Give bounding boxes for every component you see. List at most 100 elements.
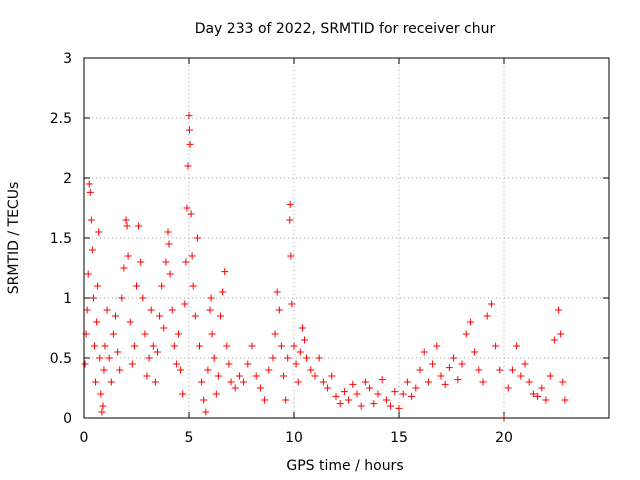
data-point	[214, 372, 222, 380]
data-point	[328, 372, 336, 380]
data-point	[357, 402, 365, 410]
data-point	[296, 348, 304, 356]
data-point	[387, 402, 395, 410]
data-point	[109, 330, 117, 338]
data-point	[508, 366, 516, 374]
data-point	[87, 216, 95, 224]
data-point	[126, 318, 134, 326]
data-point	[496, 366, 504, 374]
data-point	[441, 380, 449, 388]
data-point	[445, 364, 453, 372]
data-point	[185, 112, 193, 120]
data-point	[382, 396, 390, 404]
data-point	[158, 282, 166, 290]
data-point	[85, 180, 93, 188]
y-axis-label: SRMTID / TECUs	[6, 182, 22, 295]
data-point	[403, 378, 411, 386]
data-point	[154, 348, 161, 356]
data-point	[231, 384, 239, 392]
data-point	[143, 372, 151, 380]
data-point	[123, 222, 131, 230]
data-point	[122, 216, 130, 224]
y-tick-label: 0	[63, 411, 72, 427]
data-point	[81, 360, 89, 368]
data-point	[437, 372, 445, 380]
data-point	[513, 342, 521, 350]
data-point	[240, 378, 248, 386]
data-point	[550, 336, 558, 344]
data-point	[287, 252, 295, 260]
data-point	[184, 162, 192, 170]
data-point	[542, 396, 550, 404]
data-point	[112, 312, 119, 320]
data-point	[349, 380, 357, 388]
data-point	[475, 366, 483, 374]
data-point	[97, 390, 105, 398]
x-tick-label: 15	[390, 430, 408, 446]
data-point	[307, 366, 315, 374]
data-point	[429, 360, 437, 368]
data-point	[345, 396, 353, 404]
data-point	[193, 234, 201, 242]
data-point	[83, 306, 91, 314]
data-point	[303, 354, 311, 362]
data-point	[235, 372, 243, 380]
axis-ticks	[83, 57, 609, 419]
data-point	[200, 396, 208, 404]
y-tick-label: 1.5	[50, 231, 72, 247]
data-point	[107, 378, 115, 386]
data-point	[223, 342, 231, 350]
data-point	[212, 390, 220, 398]
data-point	[462, 330, 470, 338]
data-point	[292, 360, 300, 368]
data-point	[284, 354, 292, 362]
data-point	[118, 294, 126, 302]
data-point	[116, 366, 124, 374]
data-point	[454, 376, 462, 384]
data-point	[311, 372, 319, 380]
data-point	[280, 372, 287, 380]
data-point	[99, 402, 107, 410]
data-point	[269, 354, 277, 362]
data-point	[374, 390, 382, 398]
data-point	[175, 330, 182, 338]
data-point	[187, 210, 195, 218]
data-point	[181, 300, 189, 308]
x-axis-label: GPS time / hours	[286, 458, 403, 474]
data-point	[128, 360, 136, 368]
data-point	[261, 396, 269, 404]
data-point	[124, 252, 132, 260]
data-point	[517, 372, 525, 380]
data-point	[172, 360, 180, 368]
data-point	[196, 342, 203, 350]
data-point	[186, 140, 194, 148]
data-point	[420, 348, 428, 356]
data-point	[139, 294, 147, 302]
data-point	[416, 366, 424, 374]
data-point	[399, 390, 407, 398]
data-point	[412, 384, 420, 392]
data-point	[86, 188, 94, 196]
y-tick-label: 3	[63, 51, 72, 67]
data-point	[466, 318, 474, 326]
data-point	[88, 246, 96, 254]
data-point	[361, 378, 369, 386]
data-point	[208, 330, 216, 338]
data-point	[301, 336, 308, 344]
data-point	[135, 222, 143, 230]
data-point	[366, 384, 374, 392]
data-point	[202, 408, 210, 416]
data-point	[525, 378, 533, 386]
data-point	[248, 342, 256, 350]
data-point	[275, 306, 283, 314]
data-point	[185, 126, 193, 134]
y-tick-label: 0.5	[50, 351, 72, 367]
data-point	[458, 360, 466, 368]
x-tick-label: 5	[185, 430, 194, 446]
data-point	[206, 306, 214, 314]
data-point	[204, 366, 212, 374]
data-point	[288, 300, 296, 308]
y-tick-label: 2.5	[50, 111, 72, 127]
data-point	[227, 378, 235, 386]
data-point	[165, 240, 173, 248]
